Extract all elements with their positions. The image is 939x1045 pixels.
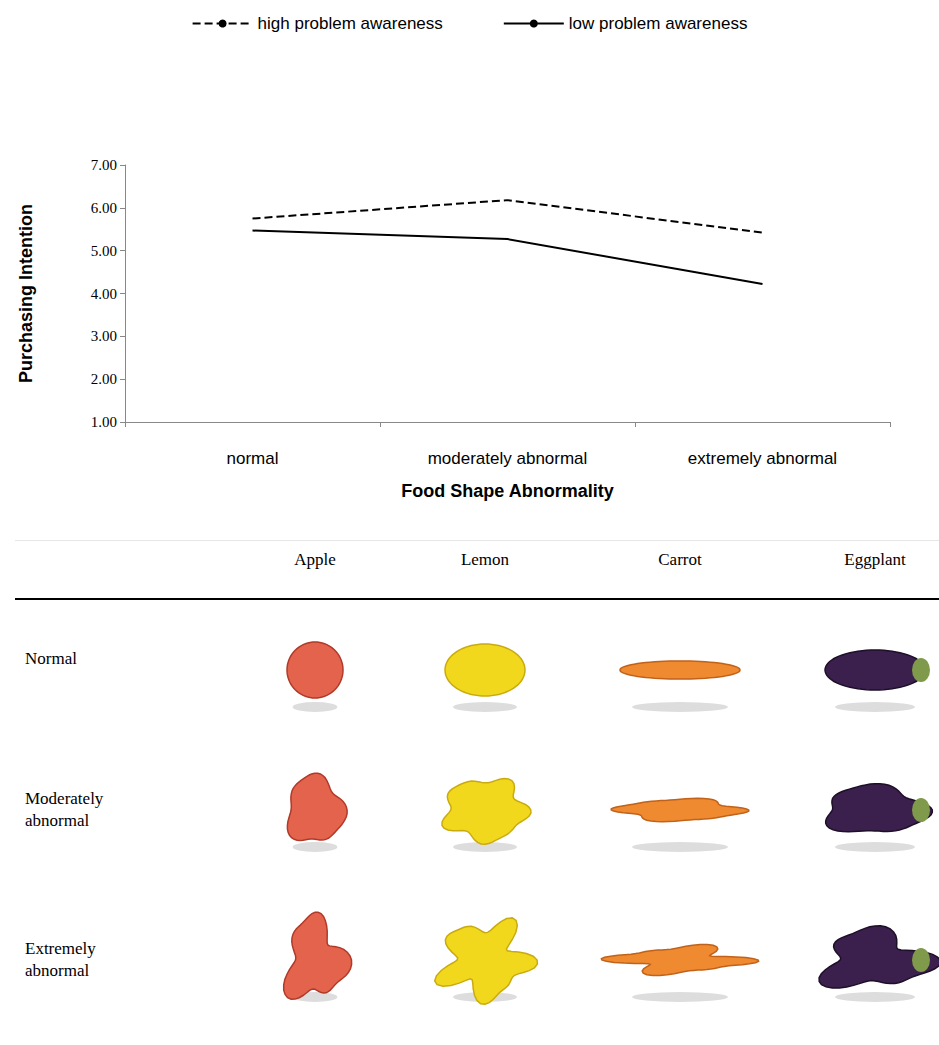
svg-text:normal: normal — [227, 449, 279, 468]
svg-text:high problem awareness: high problem awareness — [258, 14, 443, 33]
svg-text:7.00: 7.00 — [91, 157, 117, 173]
svg-text:4.00: 4.00 — [91, 286, 117, 302]
svg-text:low problem awareness: low problem awareness — [569, 14, 748, 33]
svg-text:extremely abnormal: extremely abnormal — [688, 449, 837, 468]
svg-text:Purchasing Intention: Purchasing Intention — [16, 204, 36, 383]
html-text:Eggplant: Eggplant — [844, 550, 906, 569]
svg-text:Food Shape Abnormality: Food Shape Abnormality — [401, 481, 613, 501]
svg-text:6.00: 6.00 — [91, 200, 117, 216]
svg-text:2.00: 2.00 — [91, 371, 117, 387]
html-text:Extremely abnormal: Extremely abnormal — [25, 939, 96, 980]
svg-text:moderately abnormal: moderately abnormal — [428, 449, 588, 468]
svg-text:1.00: 1.00 — [91, 414, 117, 430]
html-text:Carrot: Carrot — [658, 550, 702, 569]
html-text:Apple: Apple — [294, 550, 336, 569]
html-text:Lemon: Lemon — [460, 550, 510, 569]
html-text:Moderately abnormal: Moderately abnormal — [25, 789, 104, 830]
svg-text:5.00: 5.00 — [91, 243, 117, 259]
html-text:Normal: Normal — [25, 649, 77, 668]
svg-text:3.00: 3.00 — [91, 328, 117, 344]
